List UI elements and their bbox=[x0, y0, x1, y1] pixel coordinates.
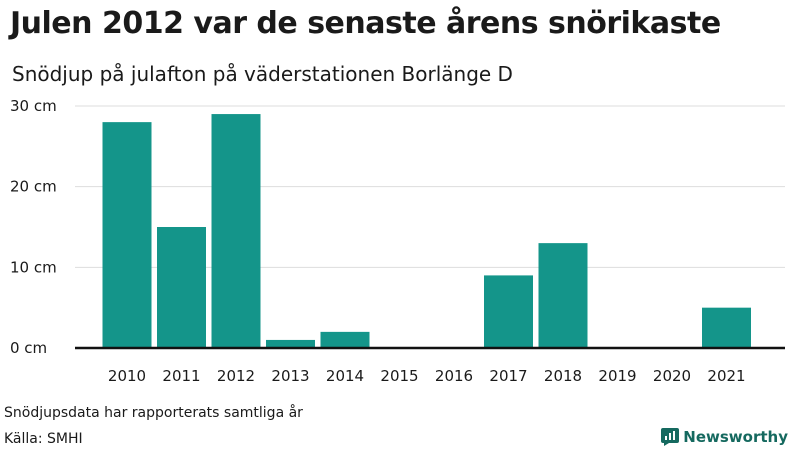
footnote: Snödjupsdata har rapporterats samtliga å… bbox=[4, 405, 303, 421]
bar bbox=[266, 339, 315, 348]
chart-title: Julen 2012 var de senaste årens snörikas… bbox=[10, 6, 721, 41]
x-tick-label: 2016 bbox=[435, 367, 473, 385]
x-tick-label: 2012 bbox=[217, 367, 255, 385]
x-tick-label: 2015 bbox=[380, 367, 418, 385]
bar bbox=[157, 227, 206, 348]
x-tick-label: 2013 bbox=[271, 367, 309, 385]
bar-chart: 0 cm 10 cm 20 cm 30 cm 2010 2011 2012 2013 2014 2… bbox=[10, 97, 785, 385]
x-tick-label: 2018 bbox=[544, 367, 582, 385]
x-tick-label: 2021 bbox=[707, 367, 745, 385]
x-tick-label: 2020 bbox=[653, 367, 691, 385]
x-tick-label: 2019 bbox=[598, 367, 636, 385]
brand-logo: Newsworthy bbox=[661, 428, 788, 446]
x-tick-label: 2010 bbox=[108, 367, 146, 385]
bar bbox=[702, 307, 751, 348]
y-tick-label: 10 cm bbox=[10, 258, 57, 276]
bar bbox=[102, 122, 152, 348]
bar bbox=[320, 331, 370, 348]
bar bbox=[484, 275, 533, 348]
y-tick-label: 30 cm bbox=[10, 97, 57, 115]
chart-subtitle: Snödjup på julafton på väderstationen Bo… bbox=[12, 62, 513, 86]
x-tick-label: 2011 bbox=[162, 367, 200, 385]
source-note: Källa: SMHI bbox=[4, 431, 83, 447]
y-tick-label: 20 cm bbox=[10, 178, 57, 196]
bar bbox=[538, 243, 588, 348]
newsworthy-logo-icon bbox=[661, 428, 680, 446]
y-tick-label: 0 cm bbox=[10, 339, 47, 357]
x-tick-label: 2017 bbox=[489, 367, 527, 385]
x-tick-label: 2014 bbox=[326, 367, 364, 385]
bar bbox=[211, 114, 261, 348]
brand-name: Newsworthy bbox=[683, 428, 788, 446]
